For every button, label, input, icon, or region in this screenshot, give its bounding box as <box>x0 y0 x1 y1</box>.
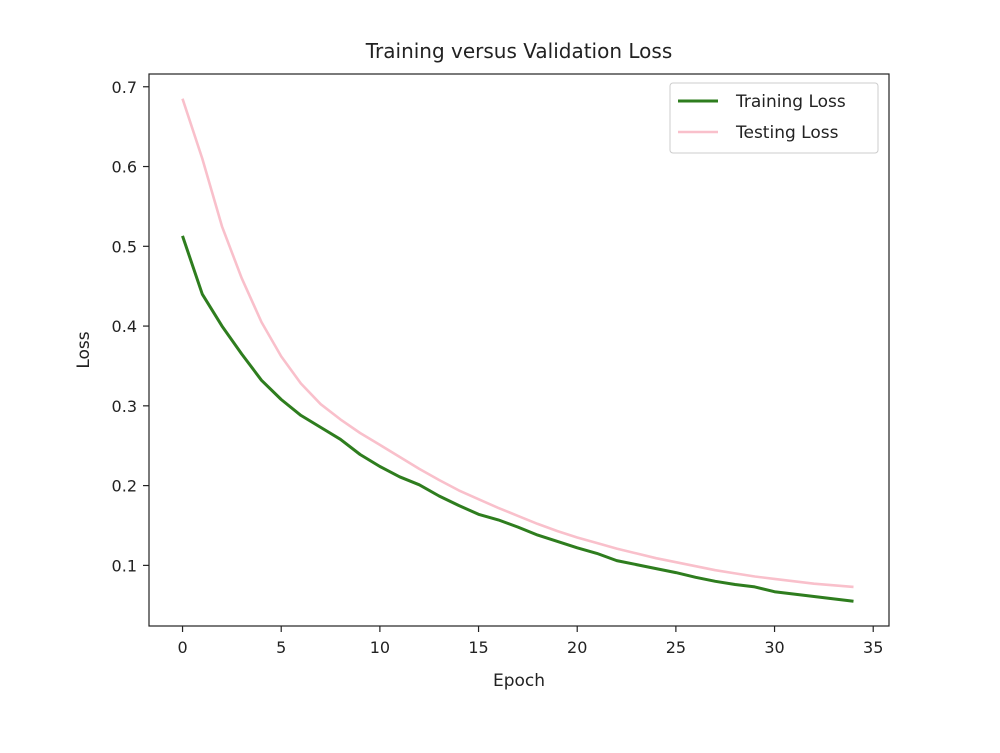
y-axis-label: Loss <box>74 331 94 368</box>
legend: Training Loss Testing Loss <box>669 82 879 154</box>
x-tick-label: 25 <box>666 638 686 657</box>
x-tick-label: 0 <box>177 638 187 657</box>
x-tick-label: 15 <box>468 638 488 657</box>
y-tick-label: 0.2 <box>112 477 137 496</box>
series-line-training-loss <box>181 235 854 603</box>
x-tick-label: 5 <box>276 638 286 657</box>
plot-frame <box>148 73 890 627</box>
y-tick-label: 0.6 <box>112 158 137 177</box>
y-tick-label: 0.4 <box>112 317 137 336</box>
y-tick-label: 0.7 <box>112 78 137 97</box>
x-tick-label: 35 <box>863 638 883 657</box>
legend-box <box>669 82 879 154</box>
x-axis-label: Epoch <box>493 671 545 691</box>
y-tick-label: 0.1 <box>112 556 137 575</box>
x-tick-label: 20 <box>567 638 587 657</box>
y-tick-label: 0.5 <box>112 237 137 256</box>
x-tick-label: 10 <box>370 638 390 657</box>
x-tick-label: 30 <box>764 638 784 657</box>
series-line-testing-loss <box>181 98 854 589</box>
legend-label: Training Loss <box>735 92 846 112</box>
chart-title: Training versus Validation Loss <box>365 39 673 63</box>
legend-label: Testing Loss <box>735 123 839 143</box>
y-tick-label: 0.3 <box>112 397 137 416</box>
